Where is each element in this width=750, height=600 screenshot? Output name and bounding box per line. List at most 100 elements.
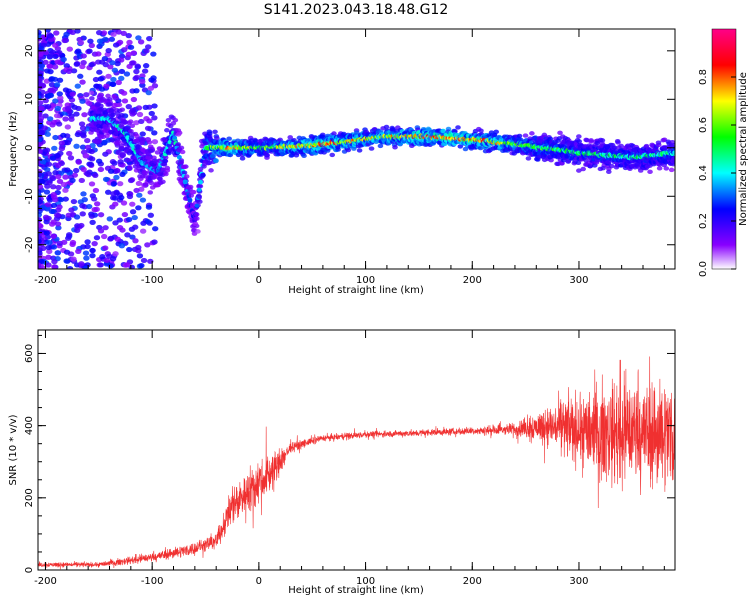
spectrogram-cell (52, 53, 59, 60)
spectrogram-cell (129, 123, 136, 129)
spectrogram-cell (88, 62, 95, 68)
spectrogram-cell (38, 100, 44, 106)
spectrogram-cell (226, 136, 232, 141)
spectrogram-cell (84, 243, 91, 250)
spectrogram-cell (121, 98, 129, 104)
spectrogram-cell (89, 247, 96, 254)
spectrogram-cell (116, 217, 123, 223)
spectrogram-cell (93, 83, 100, 89)
spectrogram-cell (175, 132, 182, 137)
spectrogram-cell (39, 159, 47, 165)
spectrogram-cell (73, 61, 80, 67)
spectrogram-cell (103, 257, 111, 264)
spectrogram-cell (195, 229, 201, 234)
spectrogram-cell (162, 158, 168, 164)
spectrogram-cell (48, 221, 56, 227)
spectrogram-cell (57, 197, 65, 203)
spectrogram-cell (38, 111, 43, 117)
spectrogram-cell (614, 139, 621, 144)
spectrogram-cell (53, 212, 61, 218)
spectrogram-cell (51, 64, 59, 70)
spectrogram-cell (44, 29, 51, 33)
colorbar: 0.00.20.40.60.8 Normalized spectral ampl… (698, 28, 749, 277)
spectrogram-cell (135, 35, 142, 41)
spectrogram-cell (46, 53, 54, 60)
spectrogram-cell (54, 163, 62, 169)
spectrogram-cell (107, 168, 115, 174)
spectrogram-cell (127, 177, 135, 184)
spectrogram-cell (63, 258, 70, 264)
figure-title: S141.2023.043.18.48.G12 (264, 2, 449, 18)
spectrogram-cell (97, 166, 105, 173)
spectrogram-cell (212, 129, 218, 134)
spectrogram-cell (38, 198, 43, 205)
spectrogram-cell (126, 165, 133, 170)
spectrogram-cell (107, 263, 114, 269)
spectrogram-marks (38, 29, 675, 269)
spectrogram-cell (86, 203, 93, 210)
spectrogram-cell (194, 216, 200, 221)
spectrogram-cell (599, 138, 606, 143)
spectrogram-cell (46, 63, 53, 69)
spectrogram-cell (383, 124, 390, 130)
spectrogram-cell (112, 220, 119, 226)
spectrogram-cell (68, 116, 75, 122)
spectrogram-cell (74, 83, 81, 89)
spectrogram-cell (88, 213, 96, 219)
spectrogram-cell (82, 265, 90, 269)
spectrogram-cell (49, 174, 56, 180)
spectrogram-cell (66, 46, 73, 52)
spectrogram-cell (78, 121, 86, 127)
spectrogram-cell (144, 242, 151, 248)
spectrogram-cell (127, 119, 134, 124)
spectrogram-cell (60, 239, 68, 245)
spectrogram-cell (114, 61, 121, 67)
spectrogram-cell (117, 159, 124, 165)
spectrogram-cell (44, 103, 52, 110)
spectrogram-cell (113, 174, 120, 180)
spectrogram-cell (87, 38, 94, 44)
spectrogram-cell (39, 178, 46, 185)
spectrogram-cell (139, 228, 147, 234)
spectrogram-cell (38, 105, 45, 111)
spectrogram-cell (64, 124, 72, 130)
spectrogram-cell (147, 85, 155, 91)
spectrogram-cell (92, 187, 100, 194)
spectrogram-cell (56, 91, 63, 97)
spectrogram-cell (64, 235, 72, 241)
spectrogram-cell (79, 211, 86, 217)
spectrogram-cell (110, 76, 117, 83)
spectrogram-cell (79, 203, 86, 209)
spectrogram-cell (187, 198, 193, 203)
spectrogram-x-tick-label: -200 (34, 275, 57, 286)
spectrogram-cell (38, 228, 43, 234)
spectrogram-cell (38, 192, 42, 198)
spectrogram-cell (129, 111, 136, 117)
spectrogram-cell (529, 131, 535, 136)
spectrogram-cell (202, 149, 209, 155)
spectrogram-cell (190, 189, 197, 195)
spectrogram-cell (600, 166, 606, 171)
spectrogram-cell (79, 63, 86, 70)
spectrogram-cell (668, 167, 675, 173)
spectrogram-cell (51, 76, 59, 82)
spectrogram-cell (39, 82, 46, 88)
spectrogram-cell (74, 131, 82, 138)
spectrogram-cell (52, 170, 59, 176)
spectrogram-cell (147, 148, 154, 154)
spectrogram-cell (100, 30, 108, 36)
spectrogram-cell (109, 81, 117, 87)
spectrogram-cell (152, 226, 159, 232)
spectrogram-cell (134, 63, 141, 69)
spectrogram-cell (118, 75, 125, 81)
spectrogram-cell (38, 148, 44, 154)
spectrogram-cell (43, 189, 51, 195)
spectrogram-cell (175, 142, 181, 147)
spectrogram-cell (606, 169, 612, 175)
spectrogram-cell (112, 42, 120, 48)
spectrogram-cell (588, 138, 594, 143)
spectrogram-cell (79, 79, 86, 85)
spectrogram-cell (138, 118, 145, 125)
spectrogram-cell (455, 125, 461, 130)
